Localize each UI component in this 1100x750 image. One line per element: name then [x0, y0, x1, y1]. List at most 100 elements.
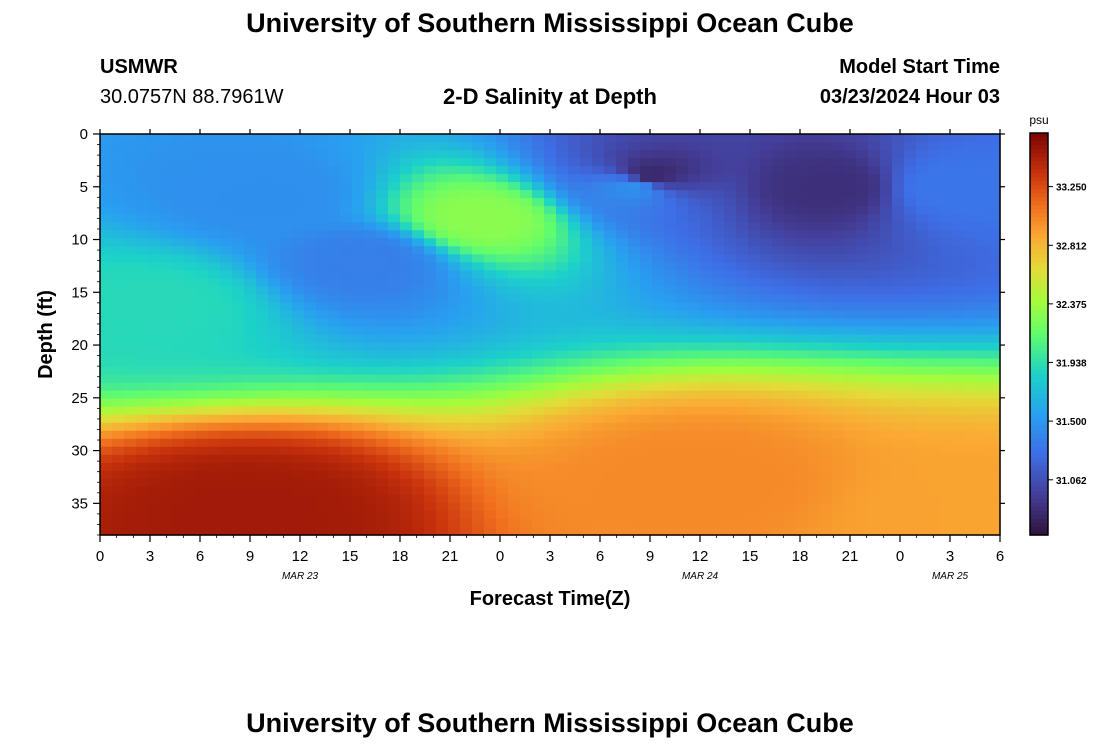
heatmap-cell — [172, 222, 185, 231]
heatmap-cell — [424, 150, 437, 159]
heatmap-cell — [844, 166, 857, 175]
heatmap-cell — [712, 438, 725, 448]
heatmap-cell — [556, 342, 569, 352]
heatmap-cell — [712, 398, 725, 408]
heatmap-cell — [376, 446, 389, 456]
heatmap-cell — [340, 342, 353, 352]
heatmap-cell — [748, 302, 761, 312]
heatmap-cell — [844, 350, 857, 360]
heatmap-cell — [832, 422, 845, 432]
heatmap-cell — [808, 398, 821, 408]
heatmap-cell — [724, 486, 737, 496]
colorbar-segment — [1030, 422, 1048, 428]
heatmap-cell — [592, 318, 605, 328]
heatmap-cell — [508, 262, 521, 271]
heatmap-cell — [568, 222, 581, 231]
heatmap-cell — [544, 374, 557, 384]
heatmap-cell — [568, 270, 581, 279]
heatmap-cell — [916, 190, 929, 199]
heatmap-cell — [412, 158, 425, 167]
heatmap-cell — [484, 318, 497, 328]
heatmap-cell — [568, 478, 581, 488]
heatmap-cell — [592, 166, 605, 175]
heatmap-cell — [424, 502, 437, 512]
heatmap-cell — [616, 374, 629, 384]
heatmap-cell — [940, 446, 953, 456]
heatmap-cell — [724, 150, 737, 159]
heatmap-cell — [580, 430, 593, 440]
heatmap-cell — [820, 318, 833, 328]
heatmap-cell — [100, 398, 113, 408]
x-tick-label: 9 — [246, 548, 254, 565]
heatmap-cell — [604, 422, 617, 432]
heatmap-cell — [388, 254, 401, 263]
heatmap-cell — [256, 502, 269, 512]
heatmap-cell — [472, 350, 485, 360]
heatmap-cell — [292, 358, 305, 368]
heatmap-cell — [568, 246, 581, 255]
heatmap-cell — [448, 238, 461, 247]
heatmap-cell — [448, 438, 461, 448]
heatmap-cell — [496, 494, 509, 504]
heatmap-cell — [256, 310, 269, 320]
heatmap-cell — [244, 470, 257, 480]
heatmap-cell — [868, 510, 881, 520]
heatmap-cell — [736, 238, 749, 247]
heatmap-cell — [784, 262, 797, 271]
heatmap-cell — [616, 222, 629, 231]
heatmap-cell — [388, 294, 401, 304]
heatmap-cell — [952, 190, 965, 199]
heatmap-cell — [544, 342, 557, 352]
heatmap-cell — [124, 478, 137, 488]
heatmap-cell — [928, 462, 941, 472]
colorbar-segment — [1030, 514, 1048, 520]
heatmap-cell — [232, 406, 245, 416]
heatmap-cell — [688, 310, 701, 320]
heatmap-cell — [232, 174, 245, 183]
heatmap-cell — [520, 502, 533, 512]
x-day-label: MAR 25 — [932, 571, 969, 582]
heatmap-cell — [316, 430, 329, 440]
heatmap-cell — [184, 398, 197, 408]
heatmap-cell — [712, 294, 725, 304]
heatmap-cell — [964, 502, 977, 512]
heatmap-cell — [484, 494, 497, 504]
heatmap-cell — [472, 334, 485, 344]
heatmap-cell — [196, 414, 209, 424]
heatmap-cell — [256, 222, 269, 231]
heatmap-cell — [172, 358, 185, 368]
heatmap-cell — [124, 190, 137, 199]
heatmap-cell — [868, 478, 881, 488]
heatmap-cell — [244, 206, 257, 215]
heatmap-cell — [232, 454, 245, 464]
heatmap-cell — [460, 286, 473, 295]
heatmap-cell — [400, 286, 413, 295]
heatmap-cell — [400, 134, 413, 143]
heatmap-cell — [124, 134, 137, 143]
heatmap-cell — [184, 190, 197, 199]
colorbar-segment — [1030, 462, 1048, 468]
heatmap-cell — [556, 486, 569, 496]
heatmap-cell — [424, 406, 437, 416]
heatmap-cell — [664, 502, 677, 512]
heatmap-cell — [412, 366, 425, 376]
heatmap-cell — [928, 158, 941, 167]
heatmap-cell — [976, 398, 989, 408]
colorbar-segment — [1030, 394, 1048, 399]
heatmap-cell — [988, 238, 1001, 247]
heatmap-cell — [832, 262, 845, 271]
heatmap-cell — [268, 294, 281, 304]
heatmap-cell — [904, 518, 917, 528]
heatmap-cell — [784, 494, 797, 504]
heatmap-cell — [184, 142, 197, 151]
heatmap-cell — [508, 310, 521, 320]
heatmap-cell — [436, 406, 449, 416]
heatmap-cell — [568, 254, 581, 263]
heatmap-cell — [364, 390, 377, 400]
heatmap-cell — [316, 230, 329, 239]
heatmap-cell — [184, 238, 197, 247]
heatmap-cell — [448, 222, 461, 231]
heatmap-cell — [292, 342, 305, 352]
heatmap-cell — [964, 174, 977, 183]
heatmap-cell — [856, 278, 869, 287]
